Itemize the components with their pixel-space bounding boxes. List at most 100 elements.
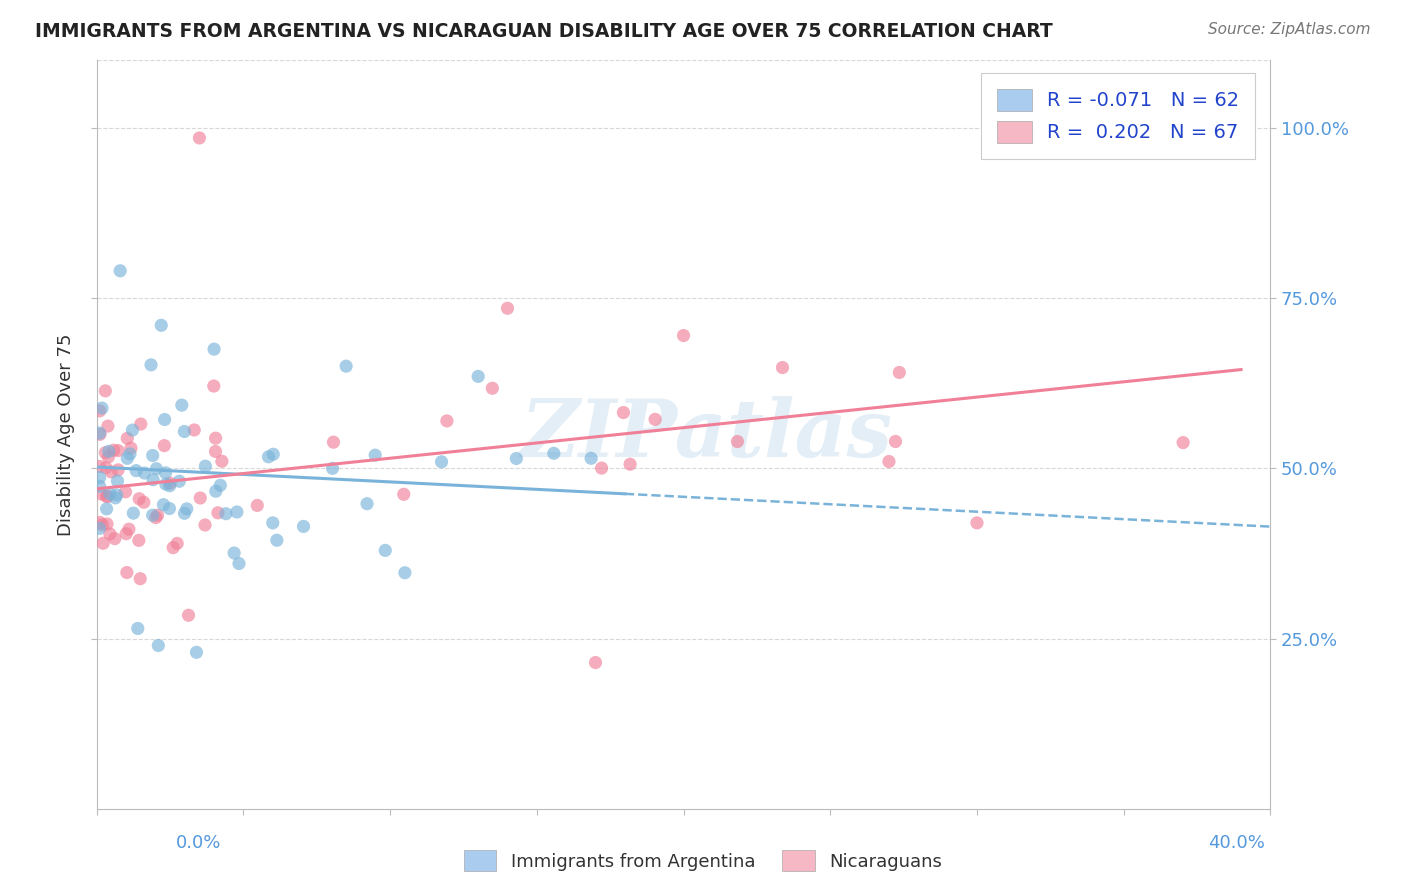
- Point: [120, 441, 142, 455]
- Point: [204, 484, 226, 499]
- Point: [128, 533, 150, 548]
- Point: [97, 450, 120, 464]
- Point: [100, 465, 122, 479]
- Point: [169, 475, 191, 489]
- Point: [98, 527, 121, 541]
- Point: [644, 412, 666, 426]
- Point: [118, 522, 141, 536]
- Point: [115, 566, 138, 580]
- Point: [121, 423, 143, 437]
- Point: [292, 519, 315, 533]
- Point: [392, 487, 415, 501]
- Point: [364, 448, 387, 462]
- Point: [115, 526, 138, 541]
- Point: [145, 462, 167, 476]
- Point: [215, 507, 238, 521]
- Point: [374, 543, 396, 558]
- Point: [150, 318, 173, 333]
- Point: [619, 457, 641, 471]
- Point: [96, 516, 118, 531]
- Text: 0.0%: 0.0%: [176, 834, 221, 852]
- Point: [97, 419, 120, 434]
- Point: [122, 506, 145, 520]
- Point: [672, 328, 695, 343]
- Point: [204, 431, 226, 445]
- Point: [170, 398, 193, 412]
- Point: [89, 479, 111, 493]
- Point: [176, 501, 198, 516]
- Text: ZIPatlas: ZIPatlas: [522, 395, 893, 473]
- Point: [356, 497, 378, 511]
- Point: [139, 358, 162, 372]
- Point: [209, 478, 232, 492]
- Point: [188, 131, 211, 145]
- Point: [211, 454, 233, 468]
- Point: [105, 488, 128, 502]
- Text: IMMIGRANTS FROM ARGENTINA VS NICARAGUAN DISABILITY AGE OVER 75 CORRELATION CHART: IMMIGRANTS FROM ARGENTINA VS NICARAGUAN …: [35, 22, 1053, 41]
- Point: [162, 541, 184, 555]
- Point: [89, 516, 111, 530]
- Point: [188, 491, 211, 505]
- Point: [481, 381, 503, 395]
- Point: [155, 466, 177, 480]
- Point: [107, 463, 129, 477]
- Point: [96, 490, 118, 504]
- Point: [173, 425, 195, 439]
- Point: [155, 477, 177, 491]
- Point: [89, 459, 111, 474]
- Point: [91, 517, 114, 532]
- Point: [228, 557, 250, 571]
- Point: [159, 479, 181, 493]
- Point: [94, 384, 117, 398]
- Point: [91, 536, 114, 550]
- Point: [146, 508, 169, 523]
- Point: [94, 460, 117, 475]
- Point: [166, 536, 188, 550]
- Point: [134, 466, 156, 480]
- Point: [1171, 435, 1194, 450]
- Point: [96, 490, 118, 504]
- Point: [496, 301, 519, 316]
- Point: [89, 427, 111, 442]
- Point: [89, 404, 111, 418]
- Legend: Immigrants from Argentina, Nicaraguans: Immigrants from Argentina, Nicaraguans: [457, 843, 949, 879]
- Legend: R = -0.071   N = 62, R =  0.202   N = 67: R = -0.071 N = 62, R = 0.202 N = 67: [981, 73, 1254, 159]
- Point: [262, 447, 284, 461]
- Point: [322, 435, 344, 450]
- Point: [94, 446, 117, 460]
- Point: [98, 486, 121, 500]
- Point: [114, 484, 136, 499]
- Point: [266, 533, 288, 548]
- Point: [142, 449, 165, 463]
- Point: [173, 506, 195, 520]
- Point: [207, 506, 229, 520]
- Point: [579, 451, 602, 466]
- Point: [159, 476, 181, 491]
- Point: [90, 487, 112, 501]
- Y-axis label: Disability Age Over 75: Disability Age Over 75: [58, 333, 75, 535]
- Text: Source: ZipAtlas.com: Source: ZipAtlas.com: [1208, 22, 1371, 37]
- Point: [257, 450, 280, 464]
- Point: [877, 454, 900, 468]
- Point: [322, 461, 344, 475]
- Point: [225, 505, 247, 519]
- Point: [125, 464, 148, 478]
- Point: [107, 443, 129, 458]
- Point: [128, 491, 150, 506]
- Point: [132, 495, 155, 509]
- Point: [430, 455, 453, 469]
- Point: [129, 572, 152, 586]
- Point: [117, 451, 139, 466]
- Point: [127, 622, 149, 636]
- Point: [148, 639, 170, 653]
- Point: [145, 510, 167, 524]
- Point: [89, 521, 111, 535]
- Point: [889, 366, 911, 380]
- Point: [117, 431, 139, 445]
- Point: [96, 501, 118, 516]
- Point: [118, 447, 141, 461]
- Point: [224, 546, 246, 560]
- Point: [153, 439, 176, 453]
- Point: [104, 491, 127, 505]
- Point: [194, 459, 217, 474]
